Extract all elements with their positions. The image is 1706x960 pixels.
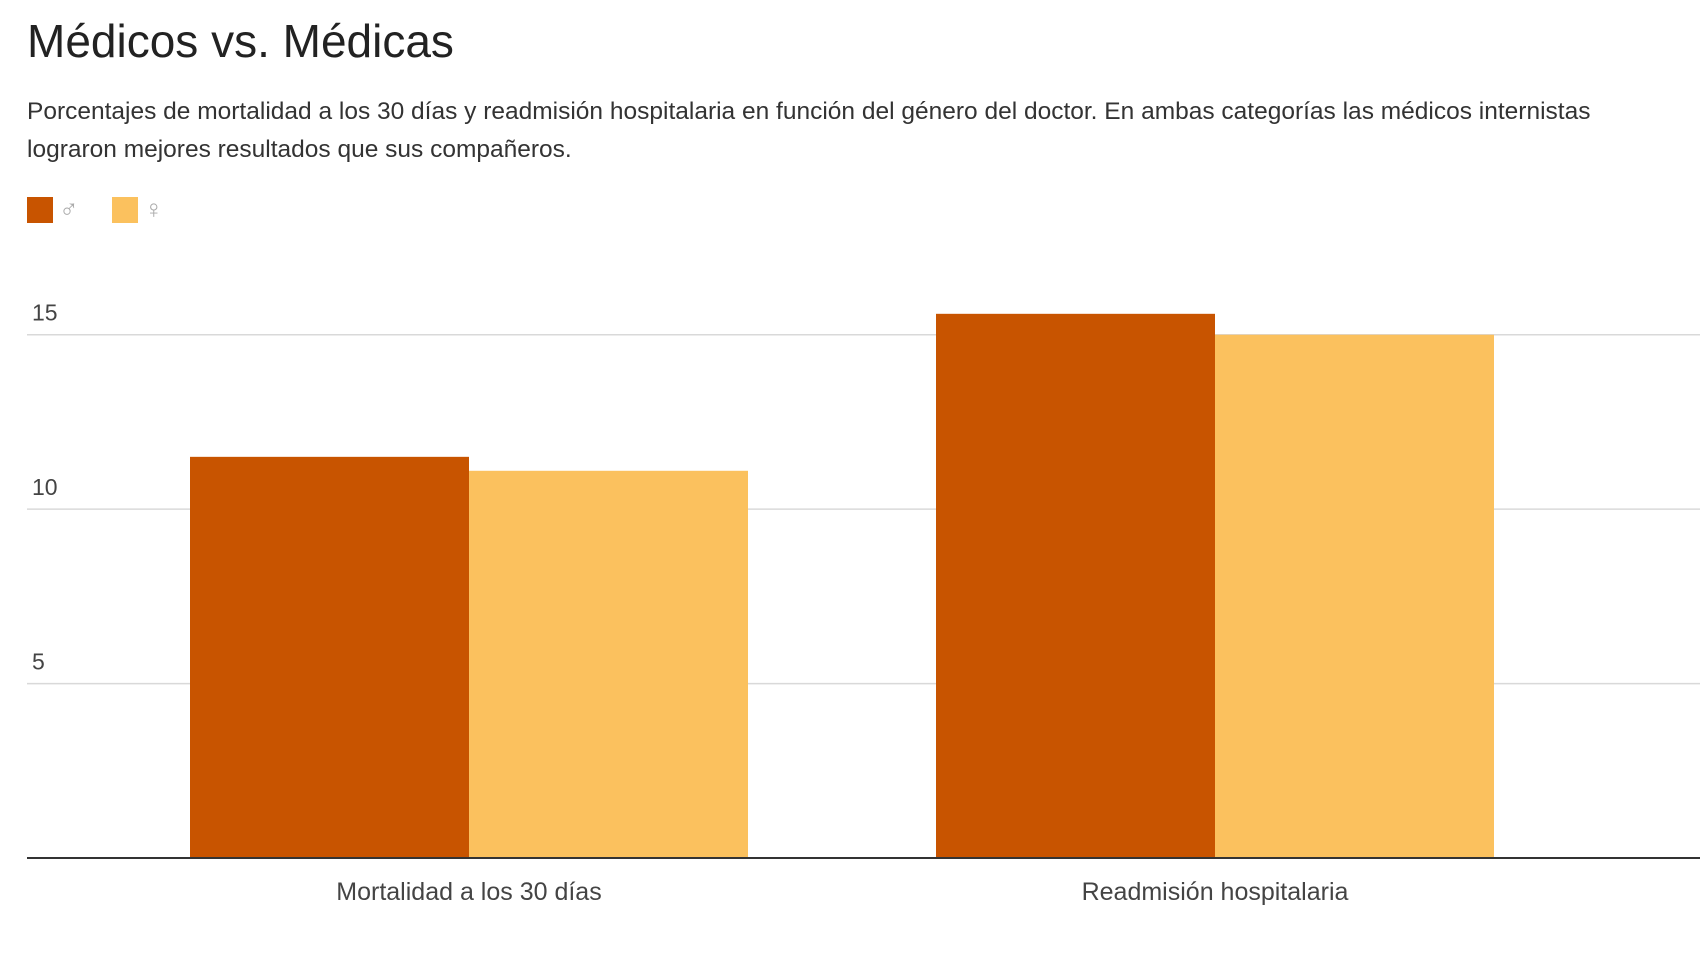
legend-label-male: ♂ bbox=[59, 194, 79, 224]
x-category-label-1: Readmisión hospitalaria bbox=[1082, 878, 1349, 906]
legend-swatch-female bbox=[112, 197, 138, 223]
y-tick-label-10: 10 bbox=[32, 474, 58, 500]
bar-female-1 bbox=[1215, 334, 1494, 859]
chart-subtitle: Porcentajes de mortalidad a los 30 días … bbox=[27, 98, 1591, 163]
legend-swatch-male bbox=[27, 197, 53, 223]
chart-title: Médicos vs. Médicas bbox=[27, 15, 454, 67]
y-tick-label-5: 5 bbox=[32, 649, 45, 675]
bar-female-0 bbox=[469, 470, 748, 858]
bar-male-0 bbox=[190, 456, 469, 858]
bar-male-1 bbox=[936, 313, 1215, 858]
legend-label-female: ♀ bbox=[144, 194, 164, 224]
x-category-label-0: Mortalidad a los 30 días bbox=[336, 878, 601, 906]
y-tick-label-15: 15 bbox=[32, 300, 58, 326]
